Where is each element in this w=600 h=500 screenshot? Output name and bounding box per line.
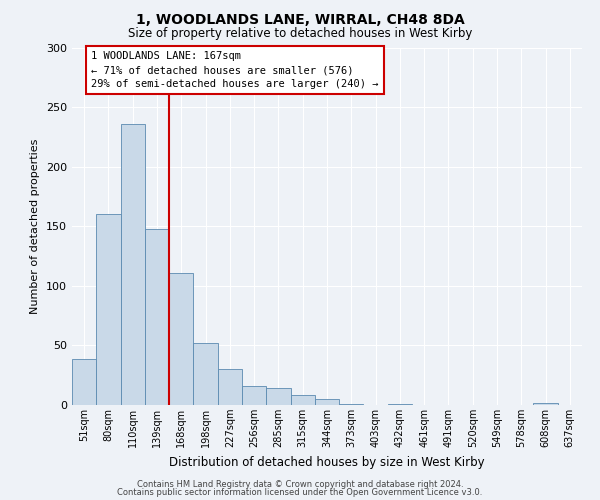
Text: Size of property relative to detached houses in West Kirby: Size of property relative to detached ho… (128, 28, 472, 40)
Bar (290, 396, 315, 405)
Bar (339, 404, 364, 405)
Text: 1 WOODLANDS LANE: 167sqm
← 71% of detached houses are smaller (576)
29% of semi-: 1 WOODLANDS LANE: 167sqm ← 71% of detach… (91, 51, 379, 89)
Text: Contains HM Land Registry data © Crown copyright and database right 2024.: Contains HM Land Registry data © Crown c… (137, 480, 463, 489)
Bar (533, 402, 558, 405)
Text: 1, WOODLANDS LANE, WIRRAL, CH48 8DA: 1, WOODLANDS LANE, WIRRAL, CH48 8DA (136, 12, 464, 26)
Bar (315, 399, 339, 405)
Bar (145, 228, 169, 405)
Bar (218, 369, 242, 405)
Bar (96, 214, 121, 405)
Bar (169, 272, 193, 405)
Bar (72, 358, 96, 405)
Bar (193, 343, 218, 405)
Bar (266, 388, 290, 405)
Bar (388, 404, 412, 405)
Text: Contains public sector information licensed under the Open Government Licence v3: Contains public sector information licen… (118, 488, 482, 497)
Bar (121, 124, 145, 405)
X-axis label: Distribution of detached houses by size in West Kirby: Distribution of detached houses by size … (169, 456, 485, 468)
Bar (242, 386, 266, 405)
Y-axis label: Number of detached properties: Number of detached properties (31, 138, 40, 314)
